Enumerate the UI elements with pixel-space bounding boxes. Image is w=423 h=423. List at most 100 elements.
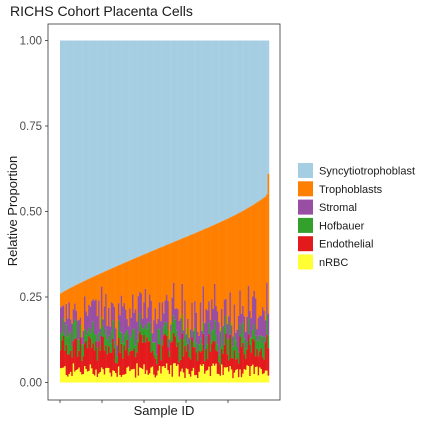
sample-bar bbox=[96, 40, 99, 383]
sample-bar bbox=[116, 40, 119, 383]
bar-segment-endothelial bbox=[76, 356, 79, 370]
bar-segment-trophoblasts bbox=[250, 206, 253, 319]
bar-segment-nrbc bbox=[85, 368, 88, 383]
legend-swatch bbox=[298, 217, 313, 233]
sample-bar bbox=[181, 40, 184, 383]
bar-segment-hofbauer bbox=[253, 324, 256, 341]
sample-bar bbox=[230, 40, 233, 383]
bar-segment-stromal bbox=[157, 318, 160, 330]
bar-segment-trophoblasts bbox=[98, 274, 100, 301]
sample-bar bbox=[68, 40, 71, 383]
bar-segment-nrbc bbox=[211, 366, 213, 383]
bar-segment-hofbauer bbox=[178, 340, 181, 363]
bar-segment-syncytiotrophoblast bbox=[184, 40, 186, 238]
bar-segment-stromal bbox=[244, 331, 247, 349]
bar-segment-endothelial bbox=[264, 342, 267, 371]
bar-segment-nrbc bbox=[218, 374, 220, 383]
bar-segment-hofbauer bbox=[68, 333, 71, 355]
bar-segment-syncytiotrophoblast bbox=[180, 40, 182, 240]
bar-segment-syncytiotrophoblast bbox=[254, 40, 257, 204]
bar-segment-syncytiotrophoblast bbox=[233, 40, 236, 216]
bar-segment-syncytiotrophoblast bbox=[136, 40, 138, 258]
bar-segment-stromal bbox=[85, 311, 88, 336]
bar-segment-nrbc bbox=[220, 364, 223, 383]
bar-segment-nrbc bbox=[253, 374, 256, 383]
bar-segment-endothelial bbox=[65, 344, 68, 376]
bar-segment-syncytiotrophoblast bbox=[199, 40, 202, 231]
bar-segment-syncytiotrophoblast bbox=[60, 40, 62, 294]
bar-segment-trophoblasts bbox=[81, 282, 83, 338]
sample-bar bbox=[267, 40, 270, 383]
bar-segment-trophoblasts bbox=[112, 267, 114, 304]
bar-segment-nrbc bbox=[110, 376, 113, 383]
bar-segment-syncytiotrophoblast bbox=[154, 40, 157, 250]
sample-bar bbox=[167, 40, 169, 383]
bar-segment-stromal bbox=[154, 308, 157, 343]
bar-segment-hofbauer bbox=[148, 322, 151, 342]
bar-segment-endothelial bbox=[170, 342, 172, 366]
bar-segment-nrbc bbox=[250, 366, 253, 383]
bar-segment-hofbauer bbox=[100, 317, 103, 337]
bar-segment-endothelial bbox=[140, 334, 143, 369]
bar-segment-stromal bbox=[84, 296, 86, 330]
bar-segment-trophoblasts bbox=[212, 225, 215, 309]
bar-segment-stromal bbox=[140, 293, 143, 325]
bar-segment-endothelial bbox=[127, 355, 130, 367]
bar-segment-stromal bbox=[160, 321, 162, 346]
bar-segment-syncytiotrophoblast bbox=[171, 40, 174, 243]
sample-bar bbox=[147, 40, 150, 383]
bar-segment-stromal bbox=[165, 294, 168, 323]
bar-segment-trophoblasts bbox=[267, 173, 270, 314]
bar-segment-hofbauer bbox=[72, 323, 75, 342]
sample-bar bbox=[253, 40, 256, 383]
bar-segment-hofbauer bbox=[109, 343, 112, 354]
bar-segment-syncytiotrophoblast bbox=[120, 40, 123, 265]
bar-segment-endothelial bbox=[151, 350, 154, 367]
bar-segment-hofbauer bbox=[144, 325, 147, 343]
bar-segment-syncytiotrophoblast bbox=[172, 40, 175, 243]
bar-segment-syncytiotrophoblast bbox=[201, 40, 203, 231]
bar-segment-endothelial bbox=[246, 349, 249, 366]
bar-segment-syncytiotrophoblast bbox=[115, 40, 117, 267]
bar-segment-nrbc bbox=[61, 367, 64, 383]
bar-segment-hofbauer bbox=[67, 336, 69, 355]
bar-segment-stromal bbox=[260, 316, 263, 336]
sample-bar bbox=[208, 40, 210, 383]
bar-segment-nrbc bbox=[116, 376, 119, 383]
bar-segment-trophoblasts bbox=[201, 230, 203, 331]
bar-segment-syncytiotrophoblast bbox=[229, 40, 232, 218]
bar-segment-nrbc bbox=[68, 374, 71, 383]
bar-segment-syncytiotrophoblast bbox=[76, 40, 79, 285]
bar-segment-syncytiotrophoblast bbox=[237, 40, 240, 214]
bar-segment-hofbauer bbox=[246, 341, 249, 350]
bar-segment-endothelial bbox=[115, 362, 117, 374]
bar-segment-trophoblasts bbox=[78, 283, 81, 321]
bar-segment-stromal bbox=[105, 293, 107, 329]
sample-bar bbox=[141, 40, 144, 383]
bar-segment-endothelial bbox=[208, 334, 210, 367]
bar-segment-endothelial bbox=[261, 357, 264, 375]
sample-bar bbox=[98, 40, 100, 383]
bar-segment-endothelial bbox=[79, 337, 82, 372]
bar-segment-syncytiotrophoblast bbox=[208, 40, 210, 228]
bar-segment-trophoblasts bbox=[105, 271, 107, 294]
bar-segment-syncytiotrophoblast bbox=[95, 40, 97, 276]
sample-bar bbox=[209, 40, 212, 383]
bar-segment-endothelial bbox=[144, 342, 147, 374]
bar-segment-trophoblasts bbox=[256, 202, 258, 330]
bar-segment-hofbauer bbox=[191, 331, 193, 338]
bar-segment-stromal bbox=[184, 300, 186, 334]
bar-segment-endothelial bbox=[148, 341, 151, 374]
bar-segment-endothelial bbox=[92, 343, 95, 375]
bar-segment-endothelial bbox=[117, 338, 120, 367]
bar-segment-stromal bbox=[178, 320, 181, 341]
bar-segment-hofbauer bbox=[195, 343, 198, 353]
bar-segment-nrbc bbox=[134, 377, 137, 383]
bar-segment-trophoblasts bbox=[136, 257, 138, 322]
bar-segment-stromal bbox=[147, 307, 150, 323]
bar-segment-hofbauer bbox=[212, 329, 215, 341]
bar-segment-nrbc bbox=[123, 374, 126, 383]
bar-segment-hofbauer bbox=[134, 345, 137, 358]
bar-segment-syncytiotrophoblast bbox=[165, 40, 168, 246]
sample-bar bbox=[237, 40, 240, 383]
